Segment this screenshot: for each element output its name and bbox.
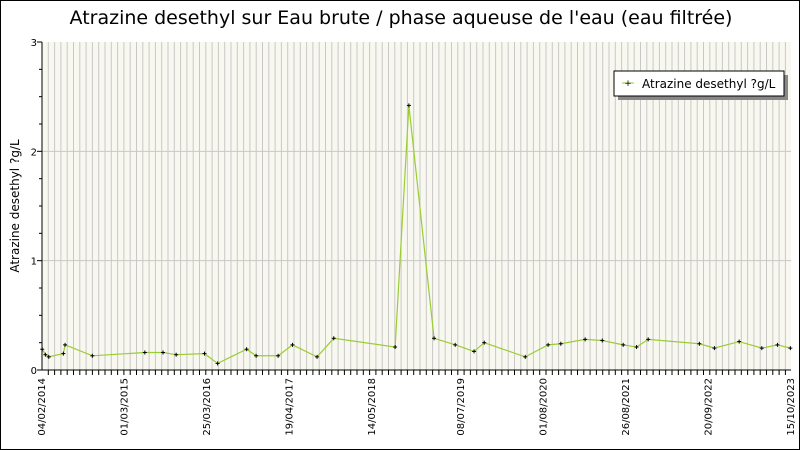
data-point xyxy=(697,341,702,346)
legend-box xyxy=(613,70,785,97)
data-point xyxy=(472,349,477,354)
data-point xyxy=(621,342,626,347)
data-point xyxy=(453,342,458,347)
x-tick-label: 20/09/2022 xyxy=(703,378,714,436)
data-point xyxy=(63,342,68,347)
data-point xyxy=(174,352,179,357)
y-tick-label: 2 xyxy=(31,147,37,158)
x-tick-label: 15/10/2023 xyxy=(786,378,797,436)
data-point xyxy=(775,342,780,347)
data-point xyxy=(546,342,551,347)
data-point xyxy=(276,353,281,358)
legend: + Atrazine desethyl ?g/L xyxy=(613,70,788,100)
data-point xyxy=(142,350,147,355)
data-point xyxy=(759,346,764,351)
data-point xyxy=(161,350,166,355)
y-axis-label: Atrazine desethyl ?g/L xyxy=(8,139,22,273)
data-point xyxy=(315,354,320,359)
x-tick-label: 04/02/2014 xyxy=(37,378,48,436)
data-point xyxy=(406,103,411,108)
data-point xyxy=(90,353,95,358)
data-point xyxy=(290,342,295,347)
data-point xyxy=(712,346,717,351)
data-point xyxy=(600,338,605,343)
data-point xyxy=(254,353,259,358)
data-point xyxy=(634,345,639,350)
y-tick-label: 0 xyxy=(31,366,37,377)
data-point xyxy=(40,347,45,352)
x-tick-label: 19/04/2017 xyxy=(285,378,296,436)
x-tick-label: 25/03/2016 xyxy=(202,378,213,436)
legend-label: Atrazine desethyl ?g/L xyxy=(642,77,776,91)
data-point xyxy=(46,354,51,359)
x-tick-label: 26/08/2021 xyxy=(621,378,632,436)
data-point xyxy=(61,351,66,356)
axes xyxy=(37,41,791,375)
data-point xyxy=(788,346,793,351)
tick-labels: 0 1 2 3 04/02/2014 01/03/2015 25/03/2016 19/04/… xyxy=(31,38,797,436)
legend-marker-icon: + xyxy=(624,79,632,89)
data-point xyxy=(558,341,563,346)
data-point xyxy=(202,351,207,356)
series xyxy=(40,103,793,366)
x-tick-label: 01/03/2015 xyxy=(120,378,131,436)
y-tick-label: 1 xyxy=(31,257,37,268)
data-point xyxy=(583,337,588,342)
chart-title: Atrazine desethyl sur Eau brute / phase … xyxy=(69,7,733,29)
data-point xyxy=(244,347,249,352)
data-point xyxy=(482,340,487,345)
x-tick-label: 08/07/2019 xyxy=(456,378,467,436)
data-point xyxy=(331,336,336,341)
y-tick-label: 3 xyxy=(31,38,37,49)
data-point xyxy=(432,336,437,341)
grid xyxy=(42,42,791,370)
data-point xyxy=(43,352,48,357)
x-tick-label: 01/08/2020 xyxy=(538,378,549,436)
data-point xyxy=(646,337,651,342)
data-point xyxy=(393,345,398,350)
data-point xyxy=(215,361,220,366)
data-point xyxy=(737,339,742,344)
data-point xyxy=(523,354,528,359)
x-tick-label: 14/05/2018 xyxy=(367,378,378,436)
